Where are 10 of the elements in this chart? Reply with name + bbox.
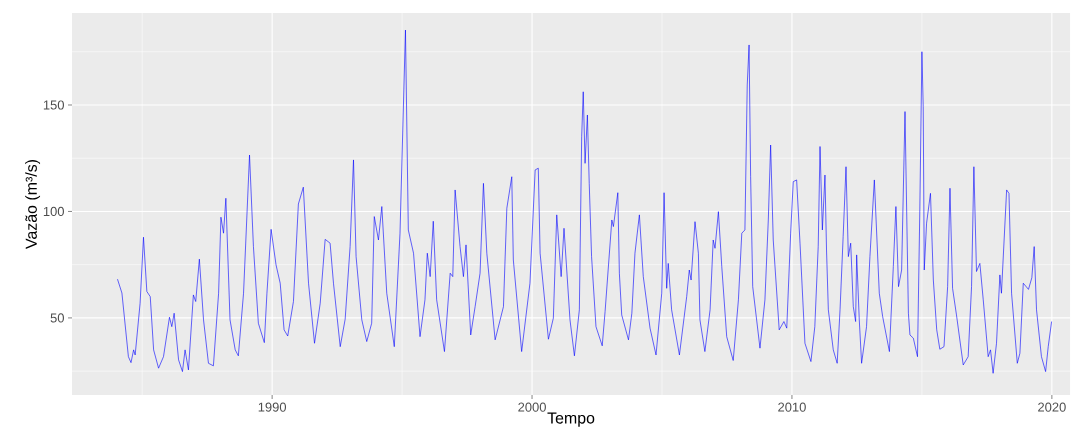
y-tick-label: 50 (50, 313, 64, 323)
y-tick-label: 150 (43, 100, 64, 110)
line-series (117, 29, 1052, 374)
x-tick-label: 2010 (778, 402, 806, 412)
x-tick-label: 2020 (1038, 402, 1066, 412)
y-axis-title: Vazão (m³/s) (25, 159, 41, 249)
x-tick-label: 1990 (258, 402, 287, 412)
x-axis-title: Tempo (547, 412, 595, 427)
x-tick-label: 2000 (518, 402, 546, 412)
y-tick-label: 100 (43, 206, 64, 217)
